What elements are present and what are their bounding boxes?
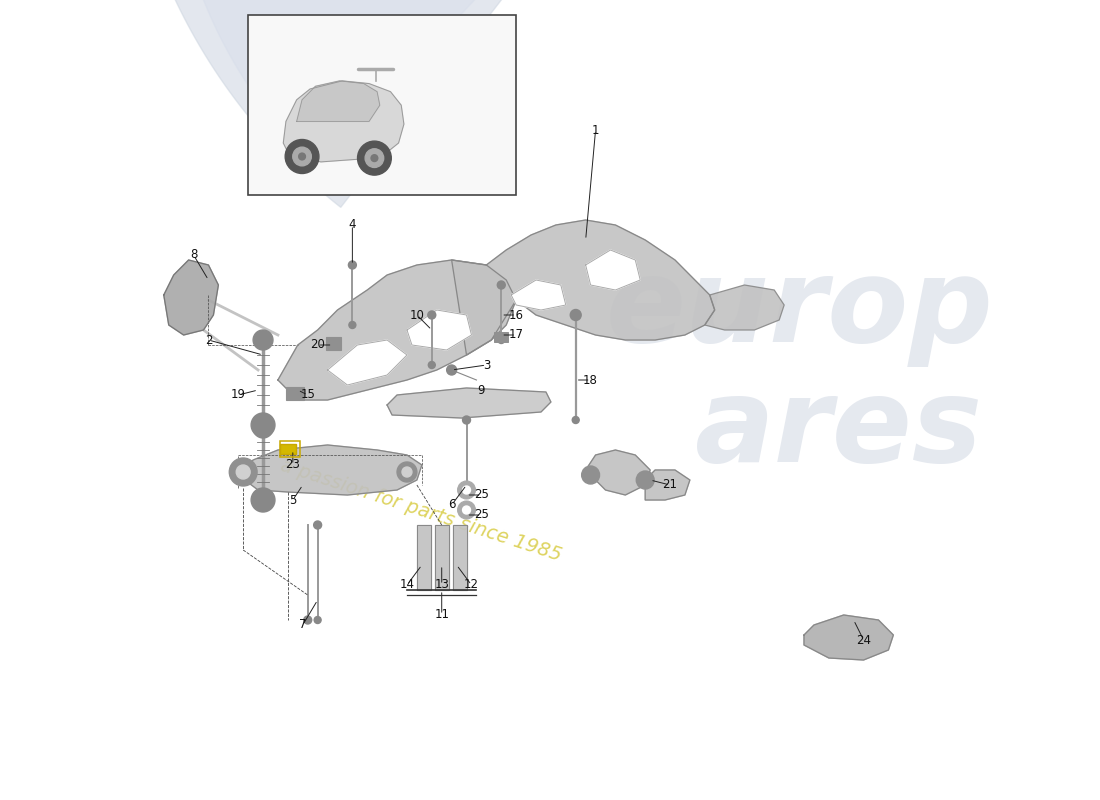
Polygon shape — [278, 260, 516, 400]
Text: 6: 6 — [448, 498, 455, 511]
Circle shape — [497, 281, 505, 289]
Text: 14: 14 — [399, 578, 415, 591]
Polygon shape — [328, 340, 407, 385]
Circle shape — [463, 416, 471, 424]
Text: 17: 17 — [508, 329, 524, 342]
Polygon shape — [434, 525, 449, 590]
Text: 13: 13 — [434, 578, 449, 591]
Text: 19: 19 — [231, 389, 245, 402]
Text: europ: europ — [605, 253, 993, 367]
Polygon shape — [804, 615, 893, 660]
Circle shape — [293, 147, 311, 166]
Circle shape — [582, 466, 600, 484]
Text: 21: 21 — [662, 478, 678, 491]
Polygon shape — [239, 445, 422, 495]
Circle shape — [229, 458, 257, 486]
Circle shape — [447, 365, 456, 375]
Circle shape — [285, 139, 319, 174]
Circle shape — [251, 488, 275, 512]
Circle shape — [428, 311, 436, 319]
Polygon shape — [452, 220, 715, 355]
Bar — [286, 387, 304, 400]
Polygon shape — [585, 450, 650, 495]
Text: 3: 3 — [483, 358, 491, 371]
Text: 20: 20 — [310, 338, 326, 351]
Text: 25: 25 — [474, 509, 488, 522]
Text: 18: 18 — [583, 374, 598, 386]
Text: ares: ares — [695, 373, 983, 487]
Polygon shape — [512, 280, 565, 310]
Text: 1: 1 — [592, 123, 600, 137]
Text: 24: 24 — [856, 634, 871, 646]
Circle shape — [428, 362, 436, 369]
Circle shape — [251, 413, 275, 437]
Circle shape — [349, 322, 356, 329]
Circle shape — [253, 330, 273, 350]
Bar — [279, 444, 296, 454]
Polygon shape — [297, 81, 379, 122]
Circle shape — [315, 617, 321, 623]
Text: 16: 16 — [508, 309, 524, 322]
Circle shape — [349, 261, 356, 269]
Bar — [326, 337, 341, 350]
Polygon shape — [417, 525, 431, 590]
Text: 2: 2 — [205, 334, 212, 346]
Circle shape — [397, 462, 417, 482]
Text: 9: 9 — [477, 383, 485, 397]
Circle shape — [463, 506, 471, 514]
Circle shape — [572, 311, 580, 319]
Polygon shape — [387, 388, 551, 418]
Text: a passion for parts since 1985: a passion for parts since 1985 — [278, 455, 564, 565]
Polygon shape — [164, 260, 219, 335]
Polygon shape — [585, 250, 640, 290]
Polygon shape — [452, 525, 466, 590]
Circle shape — [304, 616, 311, 624]
Text: 23: 23 — [285, 458, 300, 471]
Bar — [279, 441, 300, 457]
Circle shape — [371, 154, 377, 162]
Circle shape — [572, 417, 580, 423]
Polygon shape — [646, 470, 690, 500]
Text: 11: 11 — [434, 609, 449, 622]
Circle shape — [402, 467, 411, 477]
Text: 10: 10 — [409, 309, 425, 322]
Circle shape — [253, 418, 273, 438]
Text: 12: 12 — [464, 578, 478, 591]
Polygon shape — [705, 285, 784, 330]
Text: 8: 8 — [190, 249, 197, 262]
Circle shape — [314, 521, 321, 529]
Circle shape — [236, 465, 250, 479]
Circle shape — [358, 141, 392, 175]
Text: 7: 7 — [299, 618, 307, 631]
Text: 4: 4 — [349, 218, 356, 231]
Circle shape — [299, 153, 306, 160]
Text: 25: 25 — [474, 489, 488, 502]
Circle shape — [458, 481, 475, 499]
Polygon shape — [407, 310, 472, 350]
Circle shape — [498, 337, 505, 343]
Circle shape — [636, 471, 654, 489]
Circle shape — [463, 486, 470, 494]
Text: 5: 5 — [289, 494, 297, 506]
Circle shape — [463, 486, 471, 494]
Polygon shape — [284, 81, 404, 162]
Circle shape — [365, 149, 384, 167]
Circle shape — [570, 310, 581, 321]
Bar — [494, 332, 508, 342]
Polygon shape — [185, 0, 481, 167]
Polygon shape — [132, 0, 588, 207]
Circle shape — [458, 501, 475, 519]
Bar — [249, 15, 516, 195]
Text: 15: 15 — [300, 389, 315, 402]
